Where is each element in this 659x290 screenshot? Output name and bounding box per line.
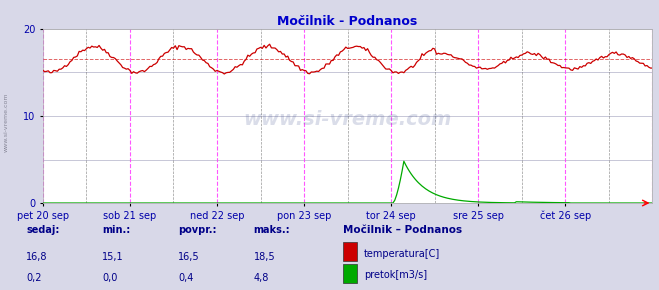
Text: 0,2: 0,2	[26, 273, 42, 283]
Title: Močilnik - Podnanos: Močilnik - Podnanos	[277, 15, 418, 28]
Text: www.si-vreme.com: www.si-vreme.com	[3, 92, 9, 152]
Text: 18,5: 18,5	[254, 251, 275, 262]
Text: www.si-vreme.com: www.si-vreme.com	[243, 110, 452, 129]
Text: 0,4: 0,4	[178, 273, 193, 283]
Text: maks.:: maks.:	[254, 225, 291, 235]
Text: 4,8: 4,8	[254, 273, 269, 283]
Text: 15,1: 15,1	[102, 251, 124, 262]
Text: 0,0: 0,0	[102, 273, 117, 283]
Text: 16,5: 16,5	[178, 251, 200, 262]
Text: povpr.:: povpr.:	[178, 225, 216, 235]
Text: sedaj:: sedaj:	[26, 225, 60, 235]
Text: temperatura[C]: temperatura[C]	[364, 249, 440, 259]
Text: min.:: min.:	[102, 225, 130, 235]
Text: Močilnik – Podnanos: Močilnik – Podnanos	[343, 225, 462, 235]
Text: pretok[m3/s]: pretok[m3/s]	[364, 271, 427, 280]
Text: 16,8: 16,8	[26, 251, 48, 262]
